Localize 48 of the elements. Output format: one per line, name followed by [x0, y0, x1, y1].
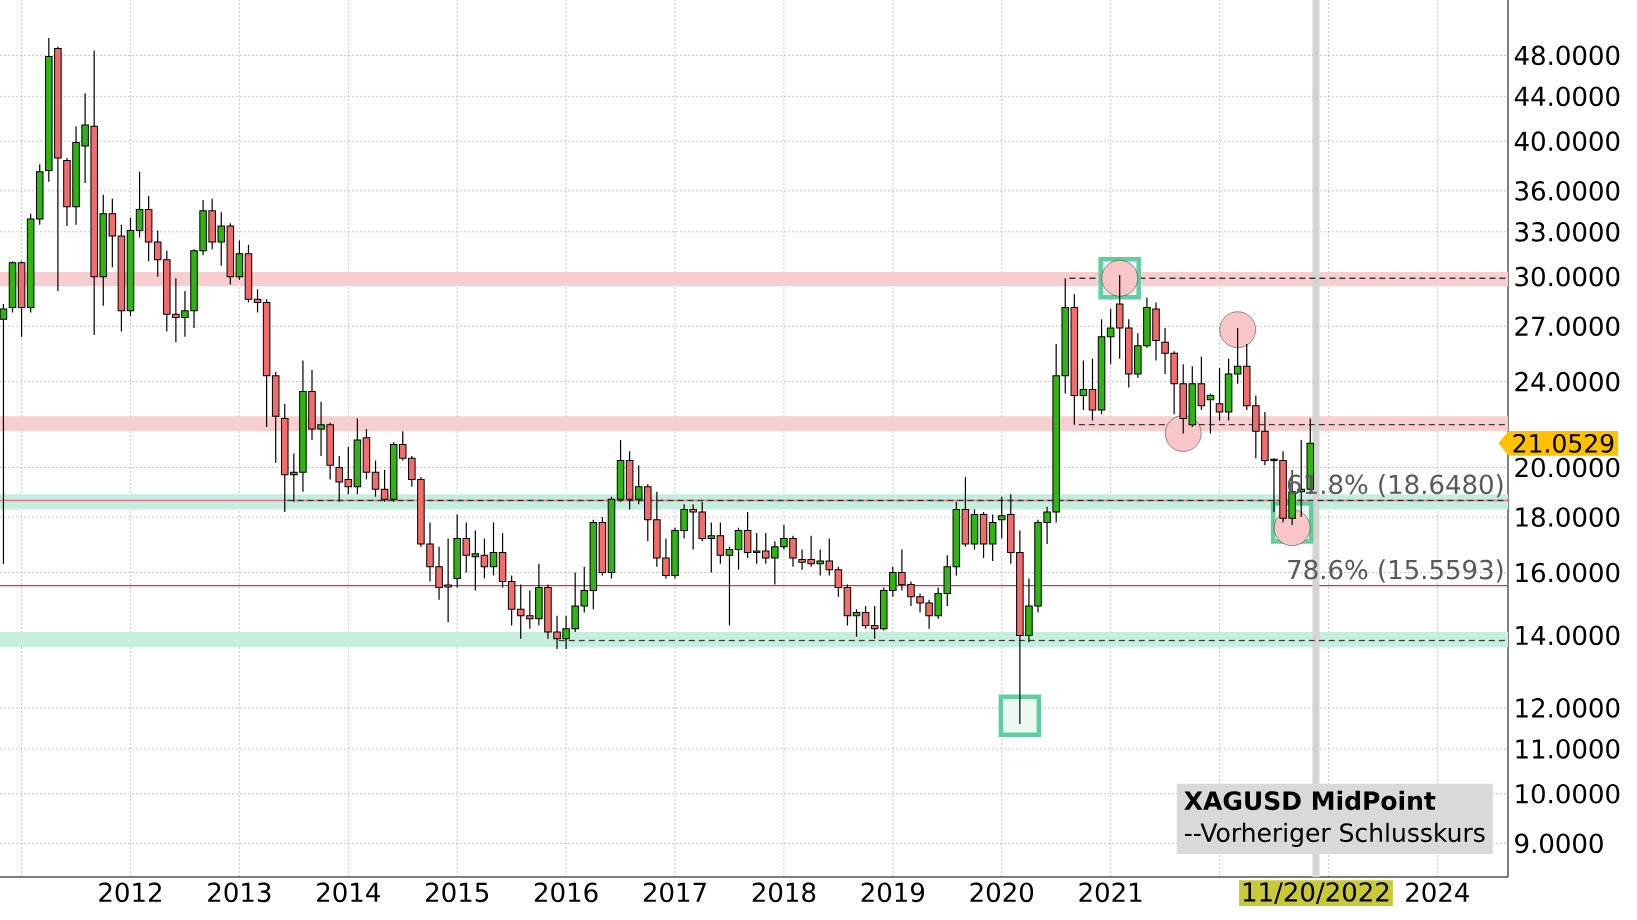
x-tick-label: 2016	[534, 882, 598, 903]
ref-line-label: 11/20/2022	[1243, 882, 1389, 904]
candlestick	[253, 288, 262, 314]
x-tick-label: 2021	[1079, 882, 1142, 903]
ref-line-label: 78.6% (15.5593)	[1288, 559, 1503, 583]
candlestick	[0, 303, 8, 565]
x-tick-label: 2018	[752, 882, 816, 903]
candlestick	[480, 537, 489, 580]
y-tick-label: 16.0000	[1516, 562, 1620, 583]
candlestick	[1215, 367, 1224, 422]
candlestick	[988, 513, 997, 562]
y-tick-label: 20.0000	[1515, 457, 1620, 478]
annotation: --Vorheriger Schlusskurs	[1185, 822, 1485, 847]
y-tick-label: 36.0000	[1515, 180, 1620, 201]
x-tick-label: 2020	[970, 882, 1034, 903]
candlestick	[1206, 392, 1215, 435]
x-tick-label: 2017	[643, 882, 706, 903]
x-tick-label: 2024	[1406, 882, 1469, 903]
y-tick-label: 12.0000	[1516, 698, 1620, 718]
x-tick-label: 2014	[317, 882, 380, 903]
y-tick-label: 40.0000	[1514, 131, 1620, 152]
x-tick-label: 2012	[99, 882, 161, 903]
candlestick	[371, 459, 380, 498]
y-tick-label: 11.0000	[1516, 739, 1620, 759]
candlestick	[489, 521, 498, 577]
y-tick-label: 18.0000	[1516, 507, 1620, 527]
candlestick	[734, 527, 743, 571]
x-tick-label: 2013	[208, 882, 271, 903]
y-tick-label: 30.0000	[1515, 266, 1620, 287]
y-tick-label: 9.0000	[1515, 833, 1603, 854]
x-tick-label: 2015	[426, 882, 488, 903]
candlestick	[852, 608, 861, 638]
point	[998, 694, 1042, 738]
candlestick	[725, 546, 734, 627]
point	[1165, 415, 1202, 452]
point	[1219, 311, 1256, 348]
legend-title: XAGUSD MidPoint	[1184, 790, 1436, 811]
y-tick-label: 24.0000	[1515, 371, 1620, 392]
y-tick-label: 48.0000	[1514, 45, 1620, 66]
candlestick	[1088, 358, 1097, 422]
candlestick	[135, 171, 144, 239]
x-tick-label: 2019	[861, 882, 925, 903]
y-tick-label: 44.0000	[1514, 86, 1620, 107]
y-tick-label: 10.0000	[1516, 783, 1620, 804]
y-tick-label: 14.0000	[1516, 625, 1620, 646]
y-tick-label: 33.0000	[1515, 221, 1620, 242]
text: 21.0529	[1513, 433, 1614, 453]
y-tick-label: 27.0000	[1515, 316, 1620, 337]
